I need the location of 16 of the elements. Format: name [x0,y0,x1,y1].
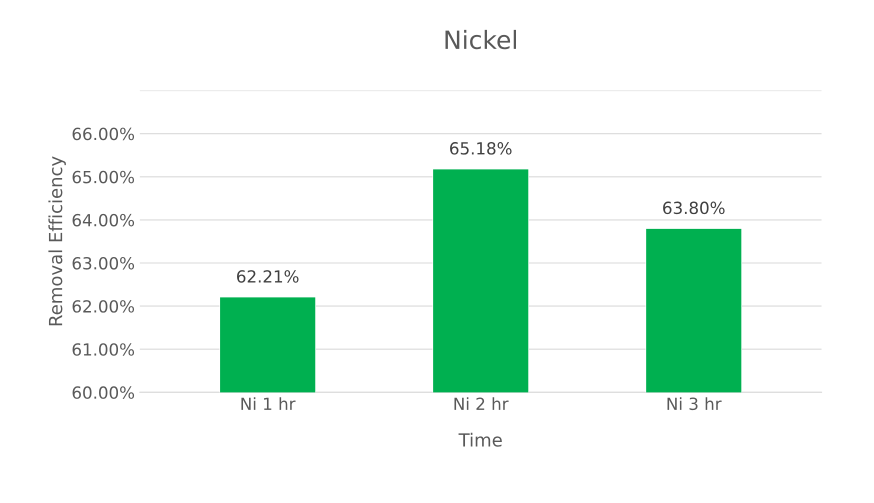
y-tick-label: 66.00% [72,128,134,140]
chart-title: Nickel [446,30,516,50]
y-tick-label: 60.00% [72,386,134,399]
y-axis-title: Removal Efficiency [48,156,66,326]
data-label: 65.18% [450,142,512,155]
x-axis-title: Time [458,432,502,447]
y-tick-label: 61.00% [72,343,134,356]
y-tick-label: 63.00% [72,256,134,270]
x-tick-label: Ni 2 hr [454,397,509,410]
y-tick-label: 62.00% [72,300,134,313]
y-tick-label: 64.00% [72,214,134,226]
x-tick-label: Ni 3 hr [668,397,722,410]
x-tick-label: Ni 1 hr [241,397,296,410]
data-label: 62.21% [237,270,299,283]
data-label: 63.80% [663,202,725,214]
y-tick-label: 65.00% [72,170,134,184]
